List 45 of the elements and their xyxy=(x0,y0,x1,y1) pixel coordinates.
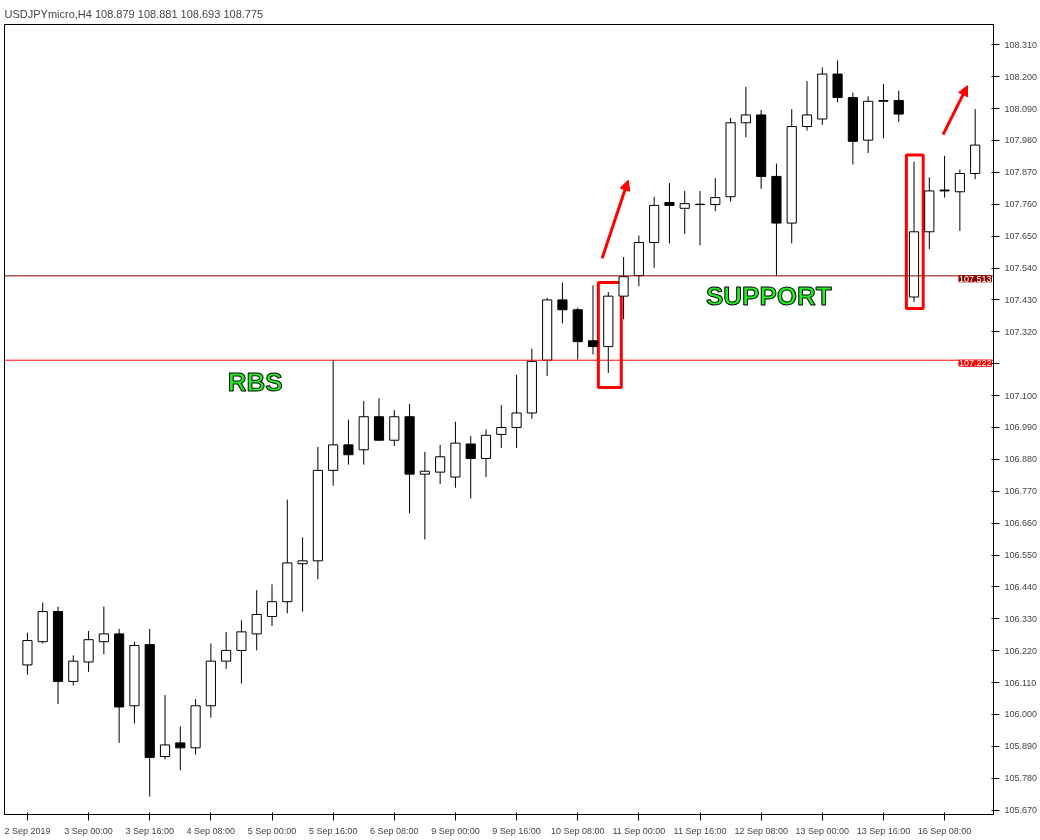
y-tick-label: 107.540 xyxy=(1004,263,1038,274)
y-tick-label: 105.780 xyxy=(1004,773,1038,784)
x-tick-label: 13 Sep 16:00 xyxy=(856,825,911,836)
y-tick-label: 106.220 xyxy=(1004,645,1038,656)
x-tick-label: 9 Sep 00:00 xyxy=(431,825,480,836)
y-tick-label: 106.660 xyxy=(1004,518,1038,529)
x-tick-label: 3 Sep 16:00 xyxy=(125,825,174,836)
x-tick-label: 4 Sep 08:00 xyxy=(186,825,236,836)
y-tick-label: 107.430 xyxy=(1004,294,1038,305)
x-tick-label: 5 Sep 00:00 xyxy=(247,825,297,836)
y-tick-label: 106.440 xyxy=(1004,581,1038,592)
annotation: SUPPORT xyxy=(705,281,832,312)
y-tick-label: 108.200 xyxy=(1004,71,1038,82)
x-tick-label: 11 Sep 16:00 xyxy=(673,825,727,836)
ref-line-label: 107.222 xyxy=(958,358,992,369)
y-tick-label: 107.320 xyxy=(1004,326,1038,337)
y-tick-label: 106.990 xyxy=(1004,422,1038,433)
y-tick-label: 108.090 xyxy=(1004,103,1038,114)
x-tick-label: 10 Sep 08:00 xyxy=(550,825,605,836)
y-tick-label: 107.980 xyxy=(1004,135,1038,146)
x-tick-label: 6 Sep 08:00 xyxy=(370,825,419,836)
x-tick-label: 16 Sep 08:00 xyxy=(917,825,972,836)
x-tick-label: 3 Sep 00:00 xyxy=(64,825,113,836)
x-tick-label: 12 Sep 08:00 xyxy=(734,825,788,836)
y-tick-label: 106.770 xyxy=(1004,486,1038,497)
y-tick-label: 106.000 xyxy=(1004,709,1038,720)
y-tick-label: 107.870 xyxy=(1004,167,1038,178)
y-tick-label: 106.330 xyxy=(1004,613,1038,624)
y-tick-label: 107.760 xyxy=(1004,199,1038,210)
y-tick-label: 106.110 xyxy=(1004,677,1037,688)
x-tick-label: 9 Sep 16:00 xyxy=(492,825,541,836)
y-tick-label: 107.650 xyxy=(1004,231,1038,242)
y-tick-label: 106.550 xyxy=(1004,550,1038,561)
x-tick-label: 11 Sep 00:00 xyxy=(612,825,666,836)
ref-line-label: 107.513 xyxy=(958,273,992,284)
x-tick-label: 13 Sep 00:00 xyxy=(795,825,850,836)
y-tick-label: 105.670 xyxy=(1004,805,1038,816)
y-tick-label: 107.100 xyxy=(1004,390,1038,401)
y-tick-label: 105.890 xyxy=(1004,741,1038,752)
y-tick-label: 108.310 xyxy=(1004,39,1038,50)
x-tick-label: 2 Sep 2019 xyxy=(4,825,51,836)
y-tick-label: 106.880 xyxy=(1004,454,1038,465)
chart-title: USDJPYmicro,H4 108.879 108.881 108.693 108.775 xyxy=(4,7,264,20)
x-tick-label: 5 Sep 16:00 xyxy=(308,825,358,836)
annotation: RBS xyxy=(227,366,283,397)
